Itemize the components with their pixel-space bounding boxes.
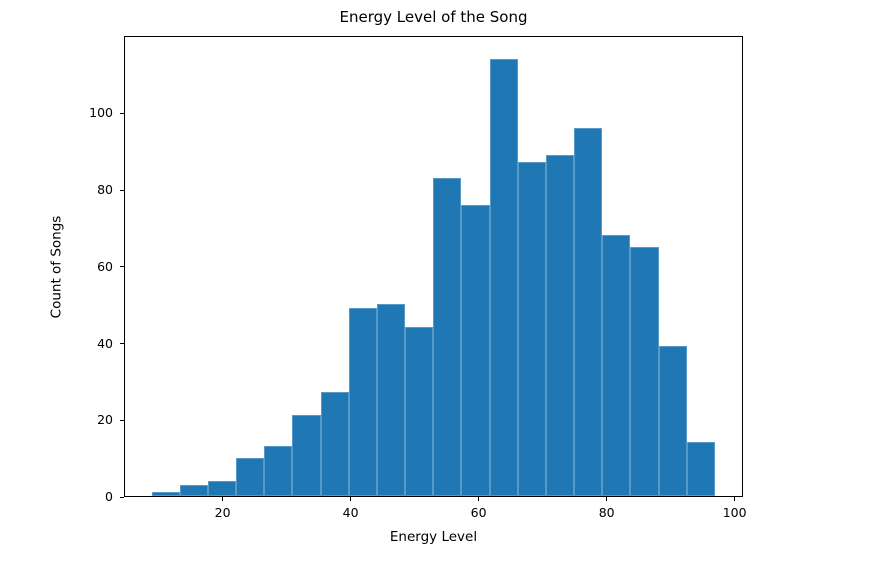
x-tick-label: 20: [214, 505, 231, 520]
histogram-bar: [151, 492, 180, 496]
y-tick-label: 40: [97, 335, 113, 351]
y-tick-mark: [120, 112, 124, 114]
y-tick-label: 80: [97, 182, 113, 198]
x-tick-mark: [350, 497, 352, 501]
x-tick-label: 60: [470, 505, 487, 520]
x-tick-mark: [478, 497, 480, 501]
histogram-bar: [348, 308, 377, 496]
histogram-bar: [489, 58, 518, 496]
histogram-bar: [602, 235, 631, 496]
histogram-bar: [405, 327, 434, 496]
histogram-bar: [264, 446, 293, 496]
y-tick-mark: [120, 419, 124, 421]
histogram-bar: [686, 442, 715, 496]
x-tick-label: 100: [722, 505, 747, 520]
histogram-bar: [236, 457, 265, 496]
histogram-bar: [292, 415, 321, 496]
y-tick-label: 60: [97, 258, 113, 274]
histogram-bar: [376, 304, 406, 496]
histogram-bar: [517, 162, 546, 496]
y-tick-label: 100: [89, 105, 113, 121]
y-tick-label: 0: [105, 489, 113, 504]
x-tick-label: 40: [342, 505, 359, 520]
histogram-bar: [461, 204, 490, 496]
histogram-bar: [630, 246, 659, 496]
histogram-bar: [545, 154, 575, 496]
y-tick-mark: [120, 496, 124, 498]
y-axis-label: Count of Songs: [48, 215, 65, 319]
histogram-bar: [179, 484, 208, 496]
y-tick-label: 20: [97, 412, 113, 428]
x-tick-label: 80: [598, 505, 615, 520]
histogram-bar: [658, 346, 687, 496]
plot-area: [124, 36, 743, 497]
x-tick-mark: [734, 497, 736, 501]
histogram-bar: [574, 127, 603, 496]
x-axis-label: Energy Level: [389, 529, 478, 545]
y-tick-mark: [120, 343, 124, 345]
histogram-bar: [207, 480, 237, 496]
y-tick-mark: [120, 189, 124, 191]
chart-title: Energy Level of the Song: [339, 8, 528, 26]
y-tick-mark: [120, 266, 124, 268]
histogram-bar: [320, 392, 349, 496]
histogram-bar: [433, 177, 462, 496]
x-tick-mark: [222, 497, 224, 501]
x-tick-mark: [606, 497, 608, 501]
